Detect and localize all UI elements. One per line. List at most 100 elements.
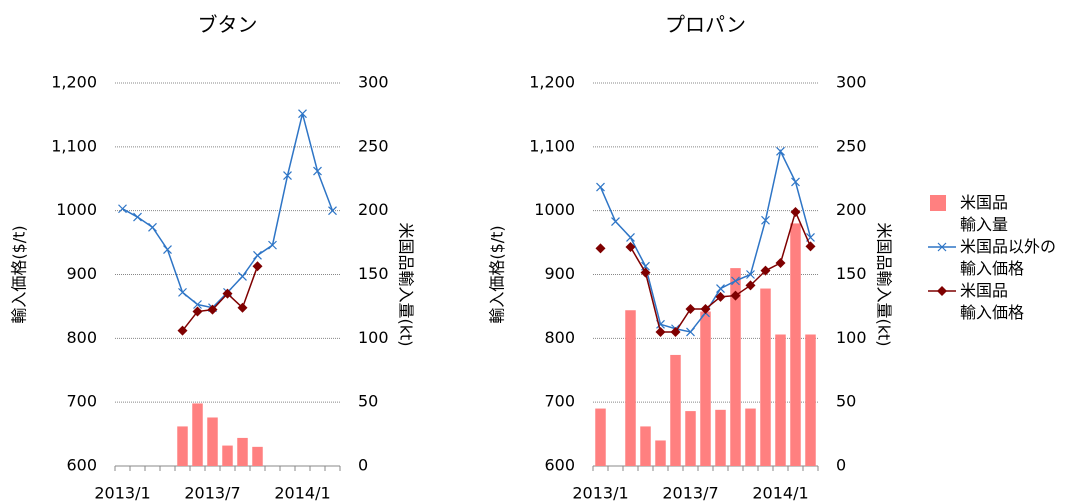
marker xyxy=(222,288,233,299)
y-tick-label: 800 xyxy=(544,328,575,347)
bar xyxy=(177,426,188,466)
marker xyxy=(655,326,666,337)
legend-label: 米国品以外の 輸入価格 xyxy=(960,237,1057,278)
bar xyxy=(252,446,263,466)
x-tick-label: 2013/1 xyxy=(572,484,628,503)
bar xyxy=(207,417,218,466)
y-axis-label: 輸入価格($/t) xyxy=(488,225,507,323)
marker xyxy=(178,287,187,297)
legend-swatch xyxy=(928,286,956,296)
y2-tick-label: 150 xyxy=(836,264,867,283)
x-tick-label: 2013/1 xyxy=(94,484,150,503)
marker xyxy=(133,212,142,222)
y2-tick-label: 0 xyxy=(358,456,368,475)
y-tick-label: 1,200 xyxy=(51,73,97,92)
marker xyxy=(328,206,337,216)
bar xyxy=(237,437,248,466)
bar xyxy=(685,411,696,466)
marker xyxy=(626,233,635,242)
chart-title: ブタン xyxy=(198,13,258,37)
y-tick-label: 900 xyxy=(544,264,575,283)
marker xyxy=(685,303,696,314)
y-tick-label: 700 xyxy=(66,392,97,411)
legend-swatch xyxy=(930,195,946,211)
marker xyxy=(596,182,605,192)
legend-label: 米国品 輸入量 xyxy=(960,193,1009,234)
bar xyxy=(805,334,816,466)
line xyxy=(181,265,259,332)
y-tick-label: 1,200 xyxy=(529,73,575,92)
marker xyxy=(148,222,157,232)
y-tick-label: 1000 xyxy=(56,200,97,219)
y-axis-label: 輸入価格($/t) xyxy=(10,225,29,323)
marker xyxy=(760,265,771,276)
y2-tick-label: 250 xyxy=(358,136,389,155)
legend-bar xyxy=(930,195,946,211)
x-tick-label: 2014/1 xyxy=(274,484,330,503)
marker xyxy=(237,302,248,313)
y2-axis-label: 米国品輸入量(kt) xyxy=(875,222,894,346)
bar xyxy=(745,408,756,466)
y-tick-label: 800 xyxy=(66,328,97,347)
y2-axis-label: 米国品輸入量(kt) xyxy=(397,222,416,346)
y2-tick-label: 300 xyxy=(836,73,867,92)
legend-item: 米国品以外の 輸入価格 xyxy=(928,236,1056,280)
marker xyxy=(805,241,816,252)
marker xyxy=(268,240,277,250)
y2-tick-label: 300 xyxy=(358,73,389,92)
marker xyxy=(238,271,247,281)
y-tick-label: 700 xyxy=(544,392,575,411)
marker xyxy=(776,146,785,156)
bar xyxy=(625,310,636,466)
y2-tick-label: 100 xyxy=(358,328,389,347)
legend-item: 米国品 輸入量 xyxy=(928,192,1056,236)
y2-tick-label: 200 xyxy=(358,200,389,219)
bar xyxy=(192,403,203,466)
marker xyxy=(715,291,726,302)
y2-tick-label: 50 xyxy=(358,392,378,411)
legend-label: 米国品 輸入価格 xyxy=(960,281,1025,322)
x-tick-label: 2013/7 xyxy=(662,484,718,503)
bar xyxy=(775,334,786,466)
marker xyxy=(746,270,755,279)
marker xyxy=(313,166,322,176)
y-tick-label: 1,100 xyxy=(529,136,575,155)
y-tick-label: 900 xyxy=(66,264,97,283)
marker xyxy=(298,109,307,119)
legend: 米国品 輸入量 米国品以外の 輸入価格 米国品 輸入価格 xyxy=(928,192,1056,324)
legend-swatch xyxy=(928,242,956,252)
marker xyxy=(761,215,770,225)
y2-tick-label: 150 xyxy=(358,264,389,283)
marker xyxy=(177,325,188,336)
marker xyxy=(252,261,263,272)
marker xyxy=(207,304,218,315)
bar xyxy=(222,445,233,466)
marker xyxy=(790,206,801,217)
marker xyxy=(730,290,741,301)
marker xyxy=(640,267,651,278)
y-tick-label: 600 xyxy=(66,456,97,475)
y2-tick-label: 250 xyxy=(836,136,867,155)
bar xyxy=(790,223,801,466)
marker xyxy=(625,242,636,253)
y2-tick-label: 100 xyxy=(836,328,867,347)
marker xyxy=(283,171,292,180)
marker xyxy=(192,306,203,317)
bar xyxy=(700,311,711,466)
y2-tick-label: 50 xyxy=(836,392,856,411)
y-tick-label: 1,100 xyxy=(51,136,97,155)
marker xyxy=(253,250,262,260)
marker xyxy=(611,217,620,226)
marker xyxy=(745,280,756,291)
y-tick-label: 1000 xyxy=(534,200,575,219)
marker xyxy=(193,300,202,309)
marker xyxy=(163,245,172,255)
bar xyxy=(730,268,741,466)
bar xyxy=(655,440,666,466)
marker xyxy=(775,258,786,269)
y2-tick-label: 200 xyxy=(836,200,867,219)
bar xyxy=(640,426,651,466)
marker xyxy=(595,243,606,254)
